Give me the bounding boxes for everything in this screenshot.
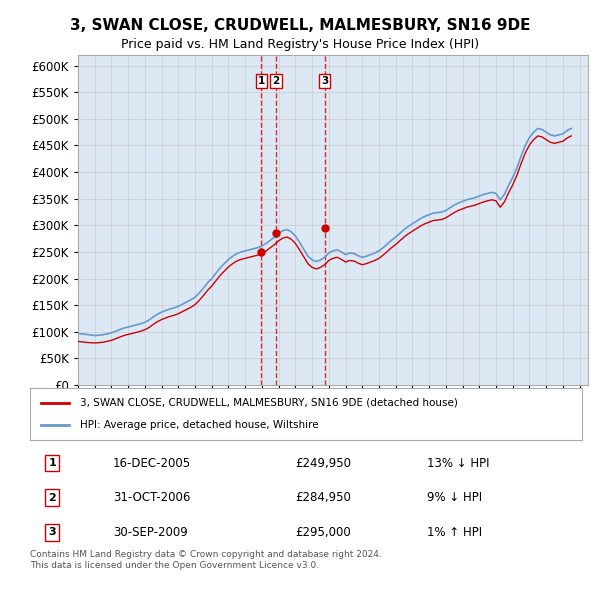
Text: Contains HM Land Registry data © Crown copyright and database right 2024.
This d: Contains HM Land Registry data © Crown c… — [30, 550, 382, 570]
Text: 30-SEP-2009: 30-SEP-2009 — [113, 526, 188, 539]
Text: 3: 3 — [321, 76, 328, 86]
Text: HPI: Average price, detached house, Wiltshire: HPI: Average price, detached house, Wilt… — [80, 421, 319, 431]
Text: 1: 1 — [257, 76, 265, 86]
Text: 16-DEC-2005: 16-DEC-2005 — [113, 457, 191, 470]
Text: 2: 2 — [48, 493, 56, 503]
Text: £284,950: £284,950 — [295, 491, 351, 504]
Text: £249,950: £249,950 — [295, 457, 351, 470]
Text: 9% ↓ HPI: 9% ↓ HPI — [427, 491, 482, 504]
Text: £295,000: £295,000 — [295, 526, 351, 539]
Text: 3, SWAN CLOSE, CRUDWELL, MALMESBURY, SN16 9DE: 3, SWAN CLOSE, CRUDWELL, MALMESBURY, SN1… — [70, 18, 530, 32]
Text: Price paid vs. HM Land Registry's House Price Index (HPI): Price paid vs. HM Land Registry's House … — [121, 38, 479, 51]
Text: 3: 3 — [48, 527, 56, 537]
Text: 2: 2 — [272, 76, 280, 86]
Text: 1: 1 — [48, 458, 56, 468]
Text: 31-OCT-2006: 31-OCT-2006 — [113, 491, 190, 504]
Text: 13% ↓ HPI: 13% ↓ HPI — [427, 457, 490, 470]
Text: 3, SWAN CLOSE, CRUDWELL, MALMESBURY, SN16 9DE (detached house): 3, SWAN CLOSE, CRUDWELL, MALMESBURY, SN1… — [80, 398, 458, 408]
Text: 1% ↑ HPI: 1% ↑ HPI — [427, 526, 482, 539]
